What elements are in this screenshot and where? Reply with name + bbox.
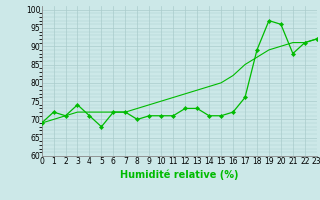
X-axis label: Humidité relative (%): Humidité relative (%) [120,169,238,180]
